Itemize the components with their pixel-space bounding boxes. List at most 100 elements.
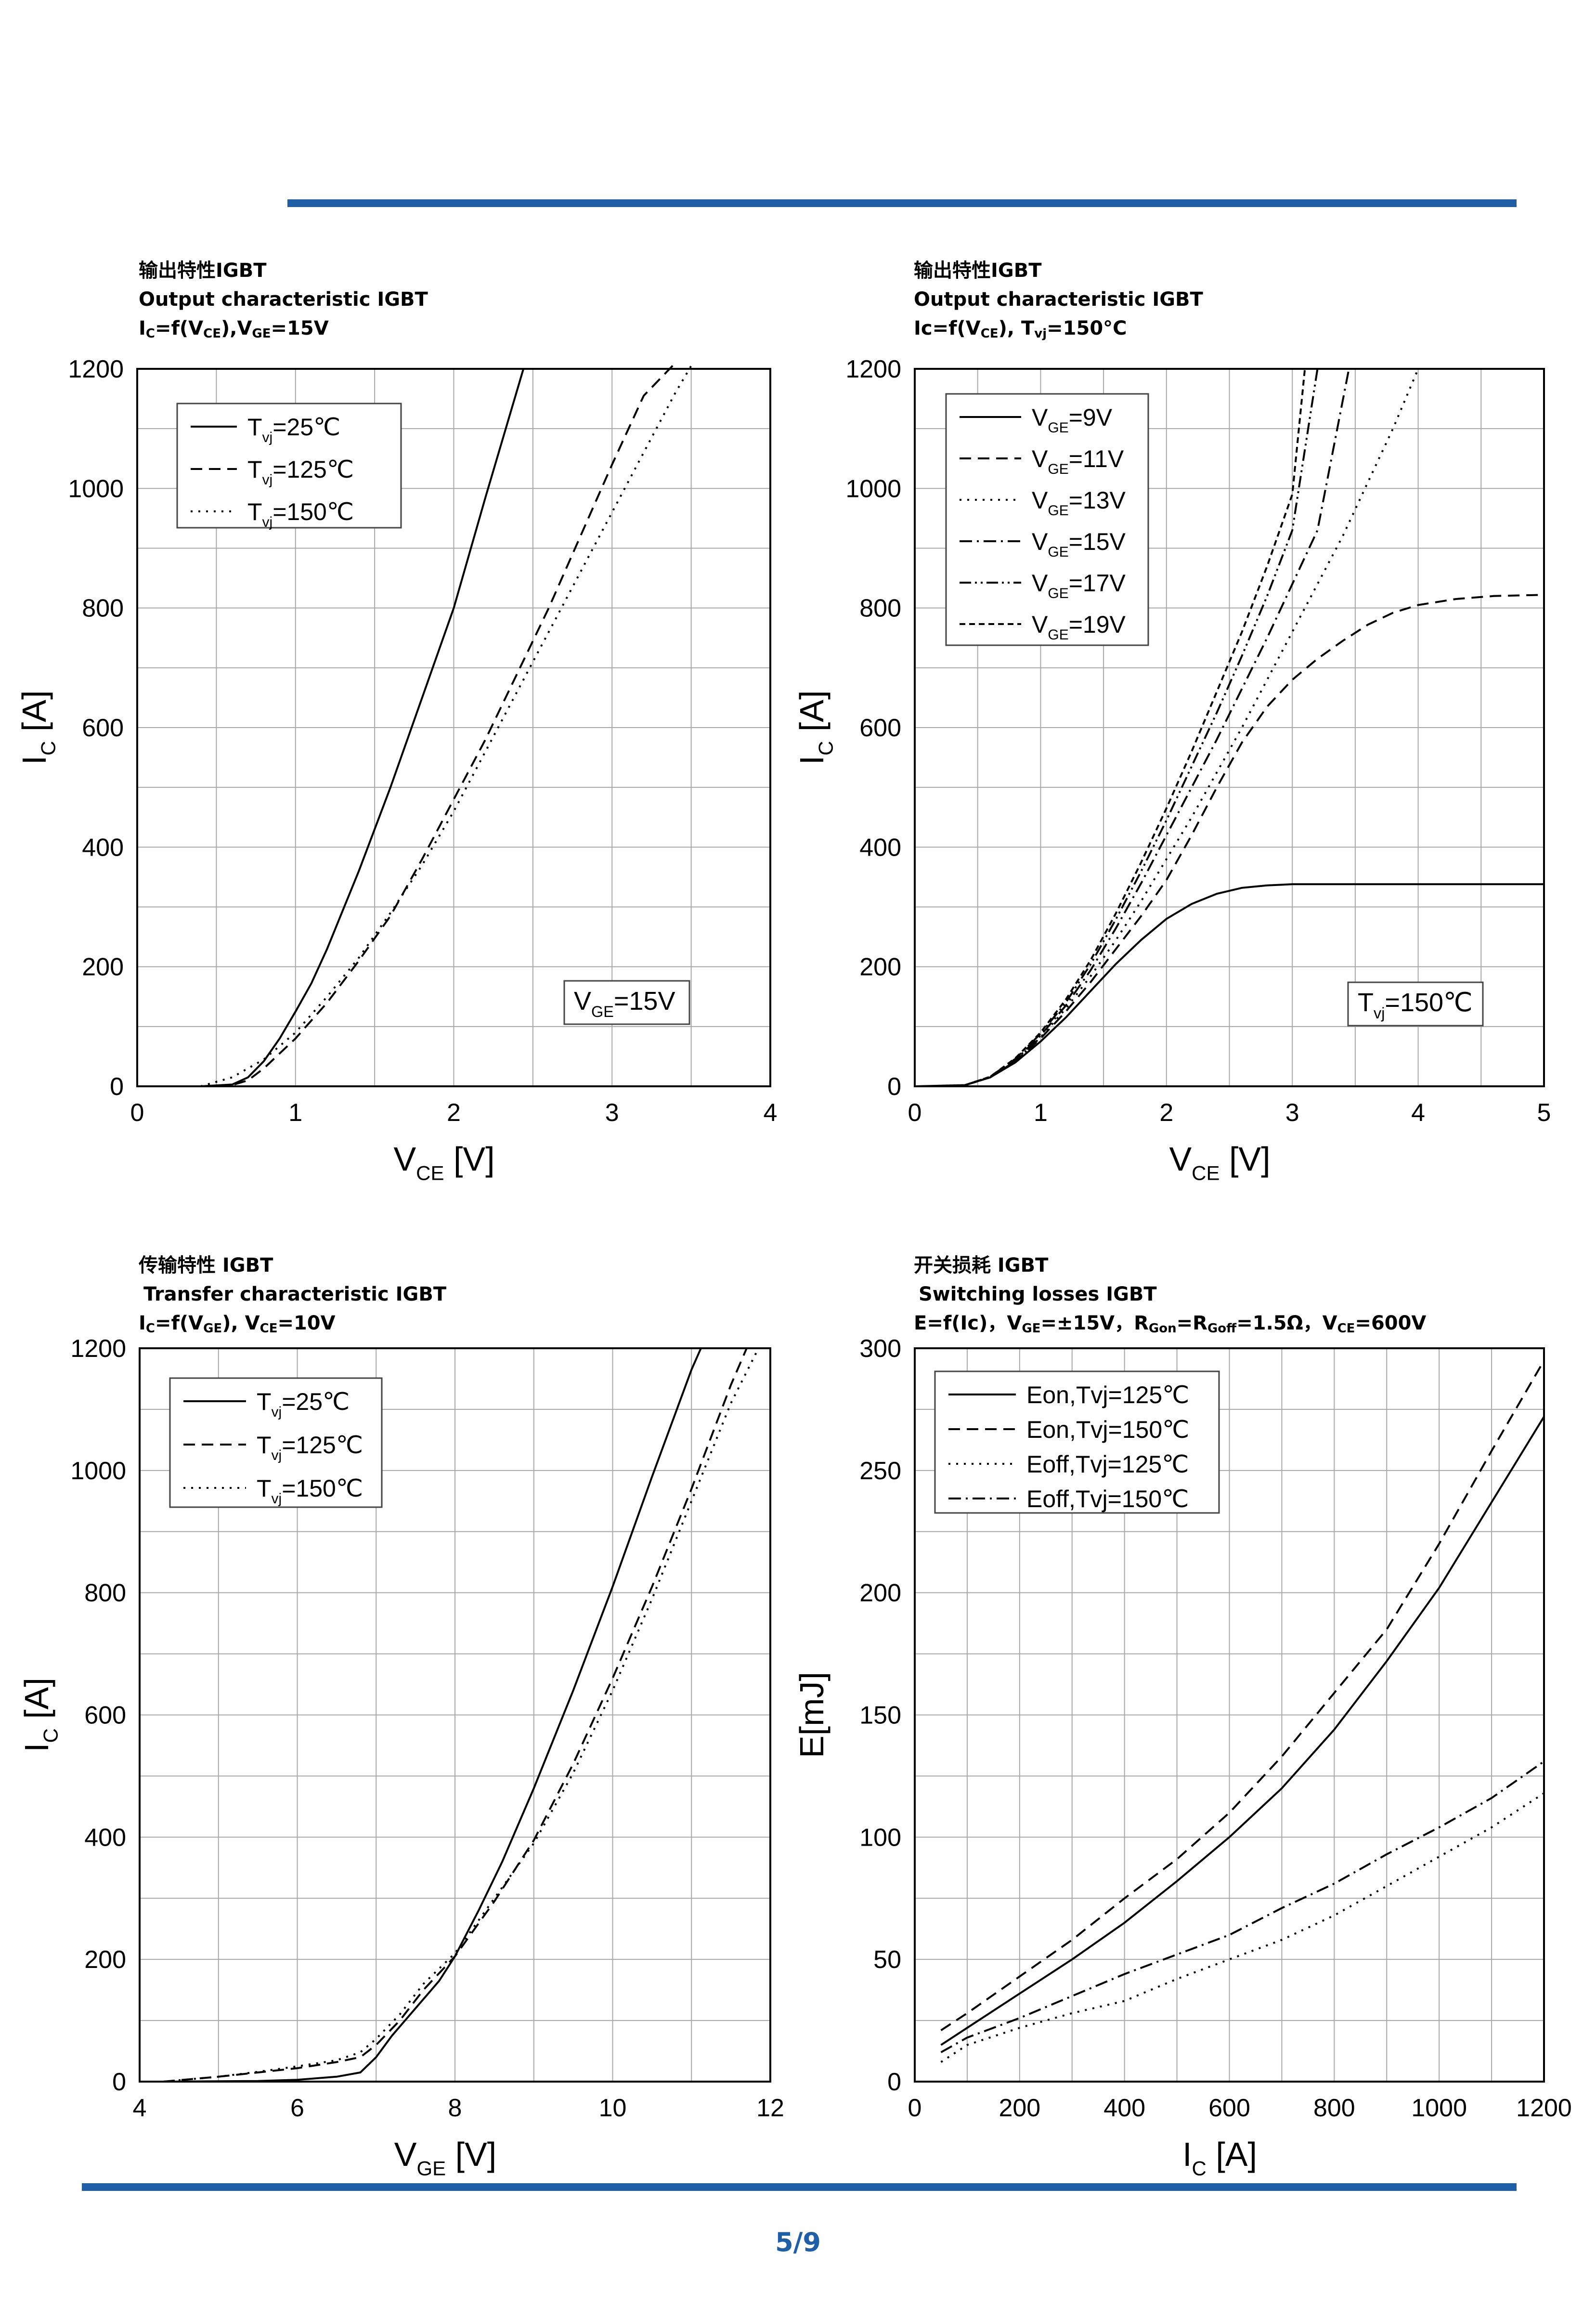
legend-box <box>176 403 402 529</box>
series-line-6 <box>964 368 1306 1086</box>
y-tick-label: 0 <box>112 2068 126 2096</box>
legend-entry: VGE=9V <box>1032 404 1113 436</box>
legend-entry: VGE=17V <box>1032 570 1126 601</box>
caption-en: Switching losses IGBT <box>919 1283 1157 1305</box>
caption-output-characteristic-1: 输出特性IGBT Output characteristic IGBT IC=f… <box>139 256 428 348</box>
x-tick-label: 1 <box>1034 1099 1048 1127</box>
caption-cn: 输出特性IGBT <box>914 260 1042 282</box>
legend-box <box>945 393 1149 646</box>
header-rule <box>287 199 1517 207</box>
caption-formula: E=f(Ic)，VGE=±15V，RGon=RGoff=1.5Ω，VCE=600… <box>914 1312 1427 1336</box>
plot-frame <box>914 1347 1545 2083</box>
x-axis-label: IC [A] <box>1182 2136 1257 2180</box>
page-number: 5/9 <box>775 2227 821 2257</box>
legend-entry: VGE=13V <box>1032 487 1126 519</box>
annotation-text: Tvj=150℃ <box>1358 988 1473 1022</box>
plot-frame <box>136 368 771 1087</box>
legend: VGE=9V VGE=11V VGE=13V VGE=15V VGE=17V VGE=19… <box>945 393 1149 646</box>
x-tick-label: 1000 <box>1411 2094 1467 2122</box>
x-tick-label: 4 <box>1411 1099 1425 1127</box>
y-tick-label: 0 <box>110 1073 124 1101</box>
series-line-4 <box>940 1760 1545 2053</box>
y-tick-label: 400 <box>859 834 901 861</box>
x-tick-label: 3 <box>1285 1099 1299 1127</box>
annotation: VGE=15V <box>563 980 690 1025</box>
y-tick-label: 600 <box>82 714 124 742</box>
caption-formula: IC=f(VCE),VGE=15V <box>139 317 329 341</box>
annotation-box <box>563 980 690 1025</box>
series-line-2 <box>163 1348 748 2083</box>
legend-entry: Eoff,Tvj=150℃ <box>1026 1485 1189 1512</box>
x-tick-label: 4 <box>133 2094 147 2122</box>
x-tick-label: 10 <box>599 2094 627 2122</box>
y-tick-label: 100 <box>859 1824 901 1851</box>
y-tick-label: 300 <box>859 1335 901 1363</box>
y-tick-label: 600 <box>859 714 901 742</box>
annotation-box <box>1347 981 1484 1027</box>
x-tick-label: 12 <box>756 2094 784 2122</box>
y-tick-label: 200 <box>859 1579 901 1607</box>
series-line-1 <box>200 368 525 1087</box>
x-tick-label: 2 <box>1159 1099 1173 1127</box>
caption-transfer-characteristic: 传输特性 IGBT Transfer characteristic IGBT I… <box>139 1251 446 1343</box>
chart-3: 4 6 8 10 12 0 200 400 600 800 1000 1200 VGE [V] IC [A… <box>18 1335 784 2180</box>
chart-2: 0 1 2 3 4 5 0 200 400 600 800 1000 1200 VCE [V] IC [A]… <box>793 355 1551 1185</box>
series-line-4 <box>965 368 1350 1086</box>
y-axis-label: IC [A] <box>18 1678 62 1752</box>
legend: Tvj=25℃ Tvj=125℃ Tvj=150℃ <box>169 1377 383 1508</box>
x-tick-label: 5 <box>1537 1099 1551 1127</box>
y-tick-label: 150 <box>859 1702 901 1730</box>
x-tick-label: 1 <box>288 1099 302 1127</box>
y-tick-label: 600 <box>84 1702 126 1730</box>
y-tick-label: 1000 <box>845 475 901 503</box>
x-tick-label: 0 <box>908 2094 922 2122</box>
grid <box>915 1348 1544 2082</box>
caption-en: Transfer characteristic IGBT <box>143 1283 447 1305</box>
series-line-1 <box>940 1416 1545 2046</box>
legend-entry: VGE=15V <box>1032 528 1126 560</box>
y-tick-label: 1000 <box>70 1457 126 1485</box>
caption-switching-losses: 开关损耗 IGBT Switching losses IGBT E=f(Ic)，… <box>914 1251 1426 1343</box>
chart-1: 0 1 2 3 4 0 200 400 600 800 1000 1200 VCE [V] IC [A] T… <box>15 355 777 1185</box>
plot-frame <box>139 1347 771 2083</box>
legend-entry: Eon,Tvj=150℃ <box>1026 1416 1189 1443</box>
legend-entry: VGE=19V <box>1032 611 1126 643</box>
x-tick-label: 200 <box>999 2094 1040 2122</box>
y-tick-label: 0 <box>887 1073 901 1101</box>
caption-output-characteristic-2: 输出特性IGBT Output characteristic IGBT Ic=f… <box>914 256 1203 348</box>
y-tick-label: 250 <box>859 1457 901 1485</box>
legend-entry: VGE=11V <box>1032 445 1124 477</box>
plot-frame <box>914 368 1545 1087</box>
caption-formula: Ic=f(VCE), Tvj=150°C <box>914 317 1127 341</box>
legend-entry: Tvj=25℃ <box>247 414 340 445</box>
y-tick-label: 0 <box>887 2068 901 2096</box>
caption-cn: 传输特性 IGBT <box>139 1254 273 1277</box>
x-tick-label: 6 <box>290 2094 304 2122</box>
legend-entry: Eon,Tvj=125℃ <box>1026 1381 1189 1408</box>
series-line-3 <box>940 1792 1545 2063</box>
caption-en: Output characteristic IGBT <box>914 288 1203 311</box>
y-tick-label: 400 <box>82 834 124 861</box>
series-line-2 <box>940 1360 1545 2032</box>
x-tick-label: 4 <box>764 1099 778 1127</box>
legend-box <box>169 1377 383 1508</box>
series-line-1 <box>914 883 1544 1087</box>
y-axis-label: E[mJ] <box>793 1672 830 1758</box>
legend-entry: Eoff,Tvj=125℃ <box>1026 1451 1189 1478</box>
y-tick-label: 1000 <box>68 475 124 503</box>
legend-entry: Tvj=150℃ <box>247 498 354 530</box>
x-tick-label: 800 <box>1313 2094 1355 2122</box>
annotation: Tvj=150℃ <box>1347 981 1484 1027</box>
y-tick-label: 400 <box>84 1824 126 1851</box>
legend: Eon,Tvj=125℃ Eon,Tvj=150℃ Eoff,Tvj=125℃ Eof… <box>934 1370 1220 1514</box>
x-tick-label: 8 <box>448 2094 462 2122</box>
legend-entry: Tvj=150℃ <box>257 1475 363 1507</box>
x-axis-label: VCE [V] <box>1169 1140 1270 1185</box>
x-tick-label: 3 <box>605 1099 619 1127</box>
y-tick-label: 50 <box>873 1946 901 1974</box>
x-tick-label: 0 <box>908 1099 922 1127</box>
series-line-2 <box>965 594 1544 1086</box>
x-axis-label: VGE [V] <box>394 2136 496 2180</box>
x-tick-label: 400 <box>1103 2094 1145 2122</box>
